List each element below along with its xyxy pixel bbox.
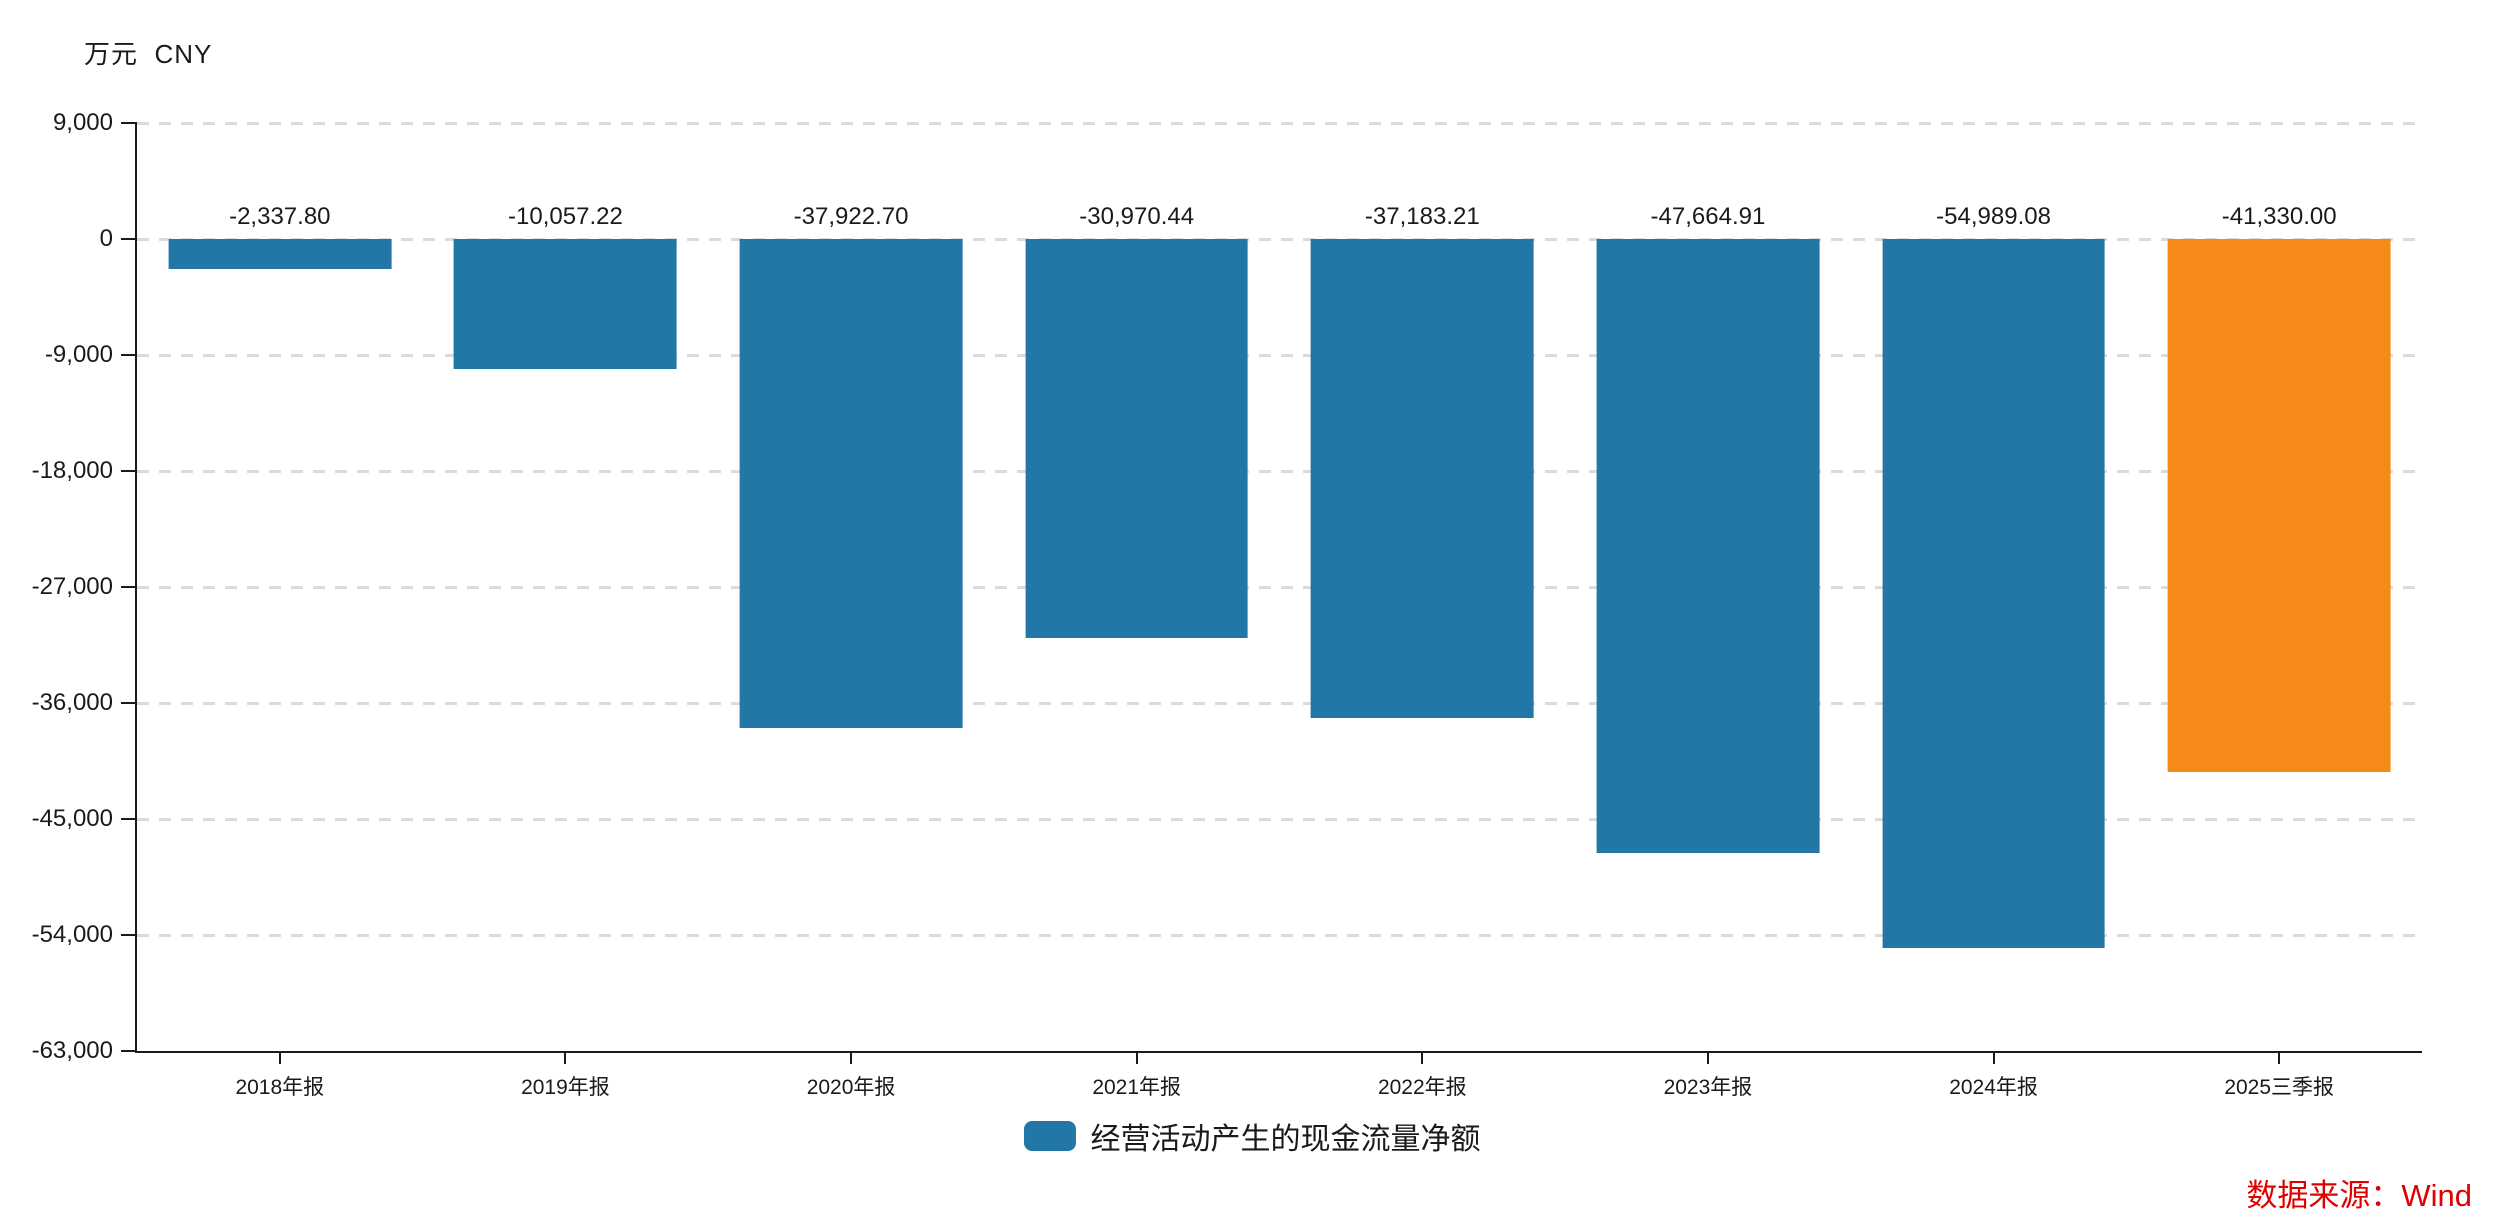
bars-layer: -2,337.80 2018年报 -10,057.22 2019年报 -37,922.7… (137, 123, 2422, 1099)
x-axis-tick (278, 1051, 281, 1064)
bar-value-label: -37,183.21 (1364, 203, 1480, 230)
y-axis-label: -27,000 (31, 573, 113, 600)
x-axis-label: 2018年报 (235, 1076, 325, 1099)
legend-label: 经营活动产生的现金流量净额 (1090, 1123, 1481, 1156)
bar-slot: -10,057.22 2019年报 (423, 123, 709, 1099)
y-axis-tick (121, 470, 137, 472)
x-axis-label: 2021年报 (1092, 1076, 1182, 1099)
bar-2022年报[interactable] (1310, 239, 1534, 719)
y-axis-label: -63,000 (31, 1037, 113, 1064)
y-axis-tick (121, 818, 137, 820)
grid-line (137, 934, 2422, 937)
y-axis-tick (121, 238, 137, 240)
x-axis-label: 2024年报 (1949, 1076, 2038, 1099)
bar-2025三季报[interactable] (2167, 239, 2391, 772)
x-axis-tick (850, 1051, 853, 1064)
x-axis-tick (564, 1051, 567, 1064)
legend-swatch (1023, 1121, 1076, 1151)
grid-line (137, 586, 2422, 589)
x-axis-tick (1135, 1051, 1138, 1064)
x-axis-label: 2025三季报 (2224, 1076, 2335, 1099)
x-axis-label: 2022年报 (1377, 1076, 1467, 1099)
y-axis-tick (121, 1050, 137, 1052)
data-source-label: 数据来源：Wind (2246, 1178, 2472, 1213)
y-axis-label: 9,000 (52, 109, 113, 136)
x-axis-tick (1421, 1051, 1424, 1064)
y-axis-tick (121, 934, 137, 936)
bar-slot: -30,970.44 2021年报 (994, 123, 1280, 1099)
bar-slot: -37,922.70 2020年报 (708, 123, 994, 1099)
bar-value-label: -10,057.22 (508, 203, 623, 230)
y-axis-label: -54,000 (31, 921, 113, 948)
y-axis-label: 0 (99, 225, 113, 252)
grid-line (137, 122, 2422, 125)
bar-2019年报[interactable] (454, 239, 677, 369)
bar-2023年报[interactable] (1596, 239, 1820, 854)
bar-2024年报[interactable] (1882, 239, 2105, 948)
x-axis-tick (1992, 1051, 1995, 1064)
grid-line (137, 702, 2422, 705)
bar-slot: -54,989.08 2024年报 (1851, 123, 2137, 1099)
y-axis-label: -9,000 (44, 341, 113, 368)
bar-2020年报[interactable] (739, 239, 963, 728)
grid-line (137, 354, 2422, 357)
bar-value-label: -54,989.08 (1936, 203, 2051, 230)
y-axis-tick (121, 122, 137, 124)
grid-line (137, 470, 2422, 473)
bar-value-label: -47,664.91 (1650, 203, 1766, 230)
y-axis-label: -36,000 (31, 689, 113, 716)
x-axis-label: 2020年报 (806, 1076, 896, 1099)
plot-area: -2,337.80 2018年报 -10,057.22 2019年报 -37,922.7… (32, 109, 2422, 1099)
grid-layer (137, 122, 2422, 1051)
y-axis-tick (121, 702, 137, 704)
bar-value-label: -37,922.70 (793, 203, 909, 230)
x-axis-label: 2023年报 (1663, 1076, 1753, 1099)
y-axis-unit-label: 万元 CNY (84, 39, 213, 69)
bar-slot: -2,337.80 2018年报 (137, 123, 423, 1099)
bar-value-label: -30,970.44 (1079, 203, 1195, 230)
bar-2021年报[interactable] (1025, 239, 1249, 639)
bar-slot: -41,330.00 2025三季报 (2136, 123, 2422, 1099)
bar-value-label: -2,337.80 (229, 203, 331, 230)
bar-slot: -37,183.21 2022年报 (1280, 123, 1566, 1099)
y-axis-tick (121, 586, 137, 588)
bar-value-label: -41,330.00 (2221, 203, 2337, 230)
x-axis-tick (2278, 1051, 2281, 1064)
x-axis-tick (1706, 1051, 1709, 1064)
y-axis-tick (121, 354, 137, 356)
y-axis-label: -45,000 (31, 805, 113, 832)
bar-slot: -47,664.91 2023年报 (1565, 123, 1851, 1099)
bar-2018年报[interactable] (168, 239, 392, 270)
grid-line (137, 238, 2422, 241)
x-axis-label: 2019年报 (521, 1076, 610, 1099)
legend[interactable]: 经营活动产生的现金流量净额 (0, 1114, 2504, 1158)
y-axis-label: -18,000 (31, 457, 113, 484)
grid-line (137, 818, 2422, 821)
